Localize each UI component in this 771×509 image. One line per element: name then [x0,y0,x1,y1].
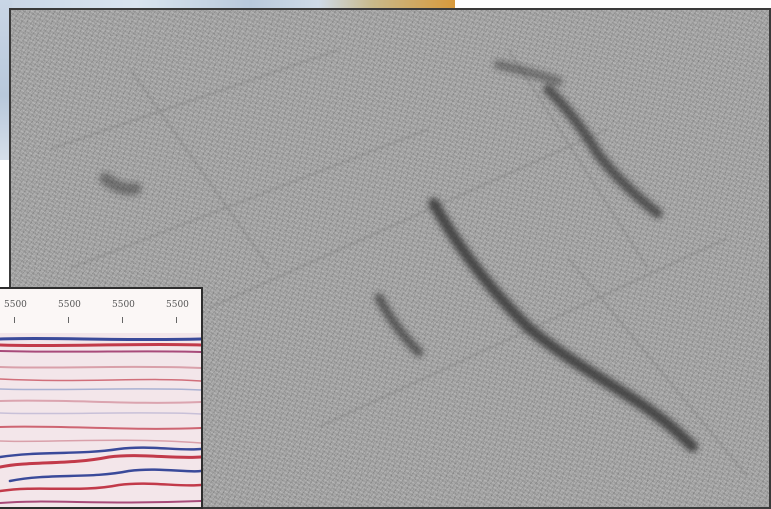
tick-label: 5500 [112,300,135,310]
channel-small [374,293,424,357]
channel-main [428,197,698,452]
channel-left-blob [99,172,142,195]
tick-mark [68,317,69,323]
tick-mark [122,317,123,323]
tick-label: 5500 [4,300,27,310]
seismic-section-inset: 5500 5500 5500 5500 [0,287,203,509]
inset-axis: 5500 5500 5500 5500 [0,289,201,335]
channel-features [99,60,698,452]
tick-mark [14,317,15,323]
tick-label: 5500 [58,300,81,310]
faint-lineaments [50,49,748,477]
tick-mark [176,317,177,323]
channel-upper-right [543,84,663,219]
seismic-reflectors [0,333,201,507]
tick-label: 5500 [166,300,189,310]
channel-top-right [493,60,563,86]
